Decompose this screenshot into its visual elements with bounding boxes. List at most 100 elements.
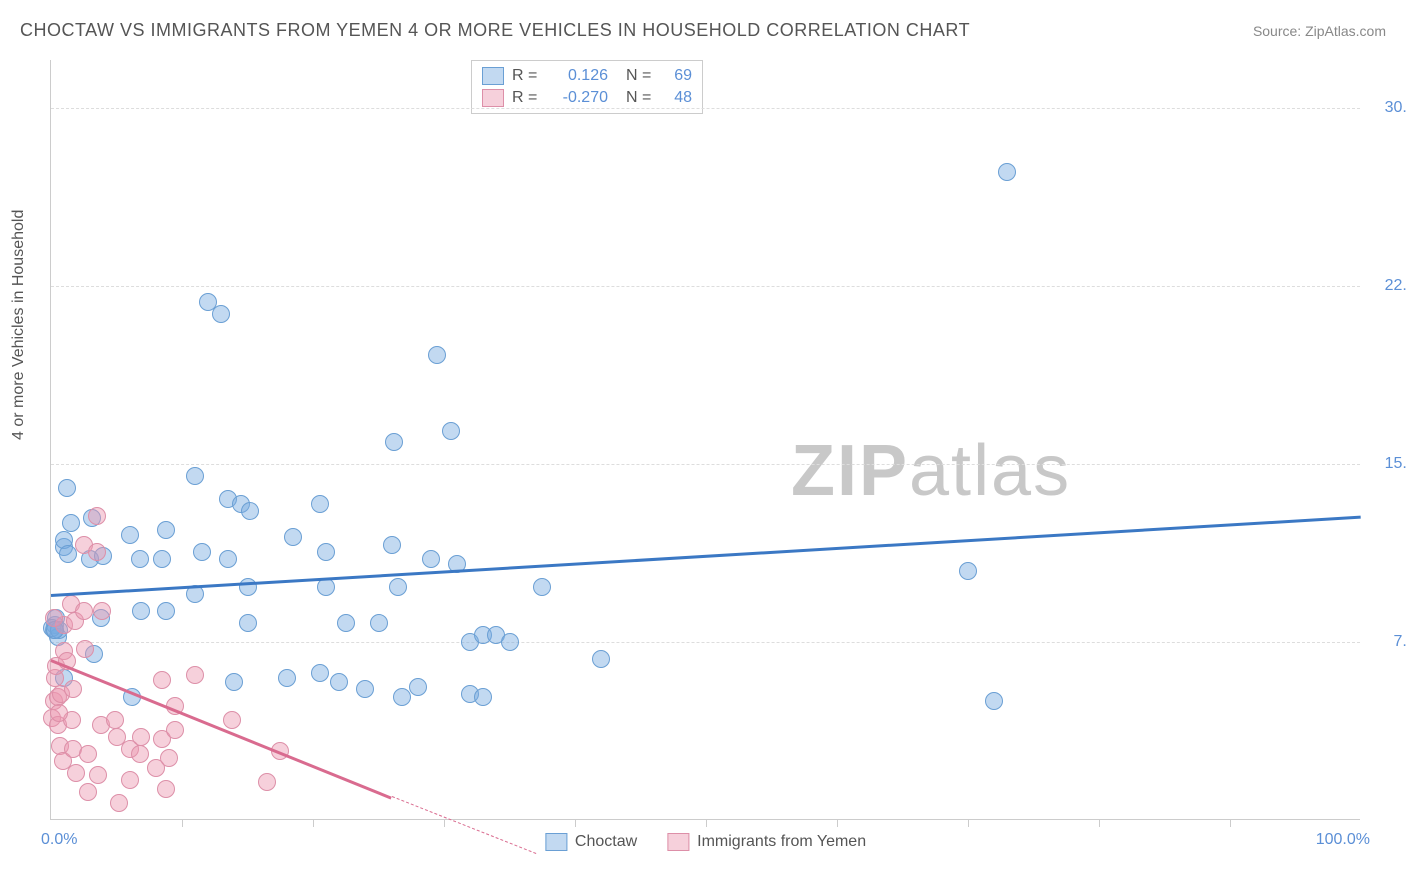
gridline-h bbox=[51, 108, 1360, 109]
data-point bbox=[88, 507, 106, 525]
data-point bbox=[121, 526, 139, 544]
data-point bbox=[88, 543, 106, 561]
r-value: 0.126 bbox=[548, 67, 608, 85]
legend-swatch bbox=[482, 67, 504, 85]
data-point bbox=[132, 728, 150, 746]
data-point bbox=[157, 780, 175, 798]
x-tick bbox=[1230, 819, 1231, 827]
data-point bbox=[356, 680, 374, 698]
trend-line bbox=[391, 796, 535, 854]
data-point bbox=[153, 671, 171, 689]
data-point bbox=[76, 640, 94, 658]
x-tick bbox=[837, 819, 838, 827]
data-point bbox=[186, 666, 204, 684]
data-point bbox=[998, 163, 1016, 181]
data-point bbox=[58, 479, 76, 497]
data-point bbox=[131, 745, 149, 763]
data-point bbox=[212, 305, 230, 323]
y-tick-label: 7.5% bbox=[1370, 633, 1406, 651]
y-tick-label: 30.0% bbox=[1370, 99, 1406, 117]
legend-swatch bbox=[482, 89, 504, 107]
legend-swatch bbox=[545, 833, 567, 851]
y-tick-label: 22.5% bbox=[1370, 277, 1406, 295]
data-point bbox=[592, 650, 610, 668]
gridline-h bbox=[51, 286, 1360, 287]
data-point bbox=[442, 422, 460, 440]
data-point bbox=[317, 543, 335, 561]
data-point bbox=[258, 773, 276, 791]
data-point bbox=[153, 550, 171, 568]
y-tick-label: 15.0% bbox=[1370, 455, 1406, 473]
data-point bbox=[241, 502, 259, 520]
gridline-h bbox=[51, 464, 1360, 465]
data-point bbox=[79, 745, 97, 763]
data-point bbox=[64, 680, 82, 698]
data-point bbox=[278, 669, 296, 687]
n-label: N = bbox=[626, 67, 654, 85]
data-point bbox=[393, 688, 411, 706]
legend-row: R =-0.270N =48 bbox=[482, 87, 692, 109]
x-tick bbox=[575, 819, 576, 827]
data-point bbox=[385, 433, 403, 451]
watermark: ZIPatlas bbox=[791, 430, 1071, 512]
data-point bbox=[225, 673, 243, 691]
data-point bbox=[223, 711, 241, 729]
n-label: N = bbox=[626, 89, 654, 107]
data-point bbox=[160, 749, 178, 767]
data-point bbox=[330, 673, 348, 691]
data-point bbox=[186, 467, 204, 485]
data-point bbox=[533, 578, 551, 596]
data-point bbox=[409, 678, 427, 696]
data-point bbox=[106, 711, 124, 729]
data-point bbox=[985, 692, 1003, 710]
data-point bbox=[239, 614, 257, 632]
n-value: 48 bbox=[662, 89, 692, 107]
n-value: 69 bbox=[662, 67, 692, 85]
data-point bbox=[311, 495, 329, 513]
data-point bbox=[370, 614, 388, 632]
data-point bbox=[157, 602, 175, 620]
data-point bbox=[219, 550, 237, 568]
x-tick bbox=[444, 819, 445, 827]
legend-label: Choctaw bbox=[575, 833, 637, 851]
legend-row: R = 0.126 N = 69 bbox=[482, 65, 692, 87]
data-point bbox=[79, 783, 97, 801]
data-point bbox=[193, 543, 211, 561]
data-point bbox=[89, 766, 107, 784]
data-point bbox=[132, 602, 150, 620]
stats-legend: R = 0.126 N = 69R = -0.270 N = 48 bbox=[471, 60, 703, 114]
x-tick bbox=[182, 819, 183, 827]
data-point bbox=[311, 664, 329, 682]
x-tick bbox=[968, 819, 969, 827]
data-point bbox=[428, 346, 446, 364]
data-point bbox=[121, 771, 139, 789]
data-point bbox=[67, 764, 85, 782]
r-label: R = bbox=[512, 67, 540, 85]
data-point bbox=[389, 578, 407, 596]
legend-label: Immigrants from Yemen bbox=[697, 833, 866, 851]
gridline-h bbox=[51, 642, 1360, 643]
scatter-plot: ZIPatlas R =0.126N =69R =-0.270N =48 Cho… bbox=[50, 60, 1360, 820]
data-point bbox=[50, 704, 68, 722]
data-point bbox=[422, 550, 440, 568]
x-tick bbox=[313, 819, 314, 827]
source-label: Source: ZipAtlas.com bbox=[1253, 23, 1386, 39]
data-point bbox=[959, 562, 977, 580]
legend-item: Choctaw bbox=[545, 833, 637, 851]
data-point bbox=[317, 578, 335, 596]
x-tick bbox=[1099, 819, 1100, 827]
data-point bbox=[62, 514, 80, 532]
data-point bbox=[157, 521, 175, 539]
data-point bbox=[474, 688, 492, 706]
r-value: -0.270 bbox=[548, 89, 608, 107]
data-point bbox=[501, 633, 519, 651]
data-point bbox=[45, 609, 63, 627]
x-tick-label: 100.0% bbox=[1316, 831, 1370, 849]
trend-line bbox=[51, 516, 1361, 597]
data-point bbox=[383, 536, 401, 554]
data-point bbox=[337, 614, 355, 632]
data-point bbox=[110, 794, 128, 812]
x-tick-label: 0.0% bbox=[41, 831, 77, 849]
data-point bbox=[93, 602, 111, 620]
legend-swatch bbox=[667, 833, 689, 851]
